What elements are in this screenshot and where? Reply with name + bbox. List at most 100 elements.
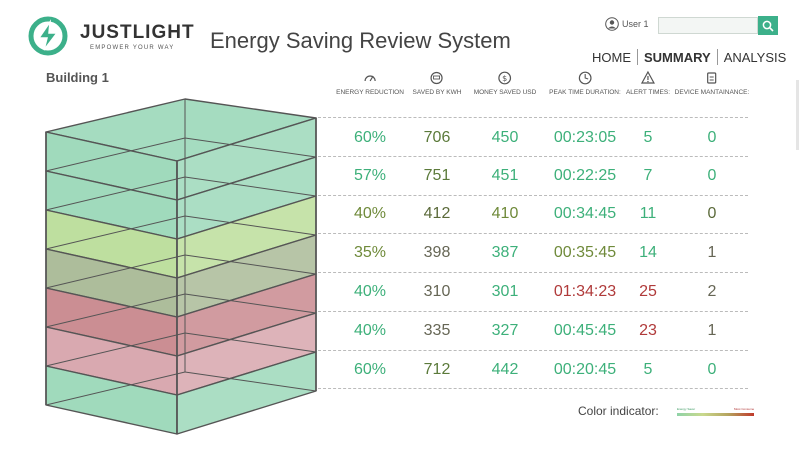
cell-maint: 0 <box>707 129 717 146</box>
cell-usd: 451 <box>491 167 519 184</box>
column-header-label: ALERT TIMES: <box>625 89 671 96</box>
building-edge <box>184 293 317 314</box>
cell-alerts: 11 <box>639 205 657 222</box>
row-divider <box>318 195 748 196</box>
cell-reduction: 40% <box>353 322 387 339</box>
cell-usd: 327 <box>491 322 519 339</box>
nav-divider <box>716 49 718 65</box>
cell-usd: 301 <box>491 283 519 300</box>
indicator-high-label: Most Consume <box>734 407 755 411</box>
cell-kwh: 712 <box>423 361 451 378</box>
main-nav: HOME SUMMARY ANALYSIS <box>586 49 792 65</box>
cell-alerts: 14 <box>639 244 657 261</box>
clock-icon <box>578 71 592 85</box>
cell-maint: 0 <box>707 205 717 222</box>
column-header-label: SAVED BY KWH <box>412 89 462 96</box>
building-edge <box>184 332 317 353</box>
user-menu[interactable]: User 1 <box>605 17 649 31</box>
building-edge <box>184 176 317 197</box>
cell-kwh: 398 <box>423 244 451 261</box>
brand-tagline: EMPOWER YOUR WAY <box>90 45 175 51</box>
building-edge <box>45 137 186 172</box>
column-header: ENERGY REDUCTION <box>336 70 404 96</box>
cell-peak: 01:34:23 <box>553 283 617 300</box>
column-header-label: MONEY SAVED USD <box>473 89 537 96</box>
search-input[interactable] <box>658 17 758 34</box>
building-title: Building 1 <box>46 70 109 85</box>
column-header-label: DEVICE MANTAINANCE: <box>674 89 750 96</box>
cell-peak: 00:22:25 <box>553 167 617 184</box>
building-edge <box>45 371 186 406</box>
building-edge <box>184 137 317 158</box>
nav-summary[interactable]: SUMMARY <box>644 49 711 65</box>
column-header: ALERT TIMES: <box>626 70 670 96</box>
cell-kwh: 310 <box>423 283 451 300</box>
device-icon <box>707 72 717 84</box>
cell-reduction: 57% <box>353 167 387 184</box>
building-edge <box>45 215 186 250</box>
nav-analysis[interactable]: ANALYSIS <box>723 49 787 65</box>
cell-reduction: 35% <box>353 244 387 261</box>
row-divider <box>318 388 748 389</box>
search-icon <box>762 20 774 32</box>
cell-kwh: 706 <box>423 129 451 146</box>
cell-alerts: 7 <box>643 167 653 184</box>
brand-logo[interactable]: JUSTLIGHT EMPOWER YOUR WAY <box>28 16 194 60</box>
cell-alerts: 25 <box>639 283 657 300</box>
building-edge <box>45 176 186 211</box>
cell-reduction: 60% <box>353 129 387 146</box>
building-edge <box>184 371 317 392</box>
building-edge <box>184 215 317 236</box>
column-header-label: ENERGY REDUCTION <box>336 89 404 96</box>
column-header: $ MONEY SAVED USD <box>473 70 537 96</box>
column-header: DEVICE MANTAINANCE: <box>674 70 750 96</box>
meter-icon <box>430 71 444 85</box>
warning-icon <box>640 70 656 84</box>
cell-kwh: 751 <box>423 167 451 184</box>
row-divider <box>318 272 748 273</box>
column-header: SAVED BY KWH <box>412 70 462 96</box>
cell-peak: 00:20:45 <box>553 361 617 378</box>
brand-name: JUSTLIGHT <box>80 22 195 43</box>
building-edge <box>45 293 186 328</box>
cell-usd: 387 <box>491 244 519 261</box>
cell-maint: 1 <box>707 244 717 261</box>
row-divider <box>318 156 748 157</box>
page-scrollbar[interactable] <box>796 80 799 150</box>
cell-peak: 00:35:45 <box>553 244 617 261</box>
cell-reduction: 40% <box>353 283 387 300</box>
cell-peak: 00:34:45 <box>553 205 617 222</box>
cell-maint: 1 <box>707 322 717 339</box>
building-3d-illustration <box>45 98 317 435</box>
cell-usd: 442 <box>491 361 519 378</box>
color-indicator-label: Color indicator: <box>578 404 659 418</box>
cell-reduction: 60% <box>353 361 387 378</box>
cell-maint: 0 <box>707 361 717 378</box>
cell-reduction: 40% <box>353 205 387 222</box>
row-divider <box>318 233 748 234</box>
cell-usd: 450 <box>491 129 519 146</box>
column-header-label: PEAK TIME DURATION: <box>549 89 621 96</box>
cell-peak: 00:45:45 <box>553 322 617 339</box>
building-edge <box>45 254 186 289</box>
cell-alerts: 23 <box>639 322 657 339</box>
row-divider <box>318 350 748 351</box>
cell-maint: 2 <box>707 283 717 300</box>
svg-text:$: $ <box>502 74 507 83</box>
app-title: Energy Saving Review System <box>210 28 511 53</box>
building-edge <box>184 254 317 275</box>
cell-usd: 410 <box>491 205 519 222</box>
cell-alerts: 5 <box>643 361 653 378</box>
cell-kwh: 412 <box>423 205 451 222</box>
cell-maint: 0 <box>707 167 717 184</box>
cell-alerts: 5 <box>643 129 653 146</box>
nav-home[interactable]: HOME <box>592 49 631 65</box>
search-button[interactable] <box>758 16 778 35</box>
dollar-icon: $ <box>498 71 512 85</box>
cell-kwh: 335 <box>423 322 451 339</box>
building-edge <box>45 332 186 367</box>
row-divider <box>318 311 748 312</box>
user-avatar-icon <box>605 17 619 31</box>
row-divider <box>318 117 748 118</box>
cell-peak: 00:23:05 <box>553 129 617 146</box>
